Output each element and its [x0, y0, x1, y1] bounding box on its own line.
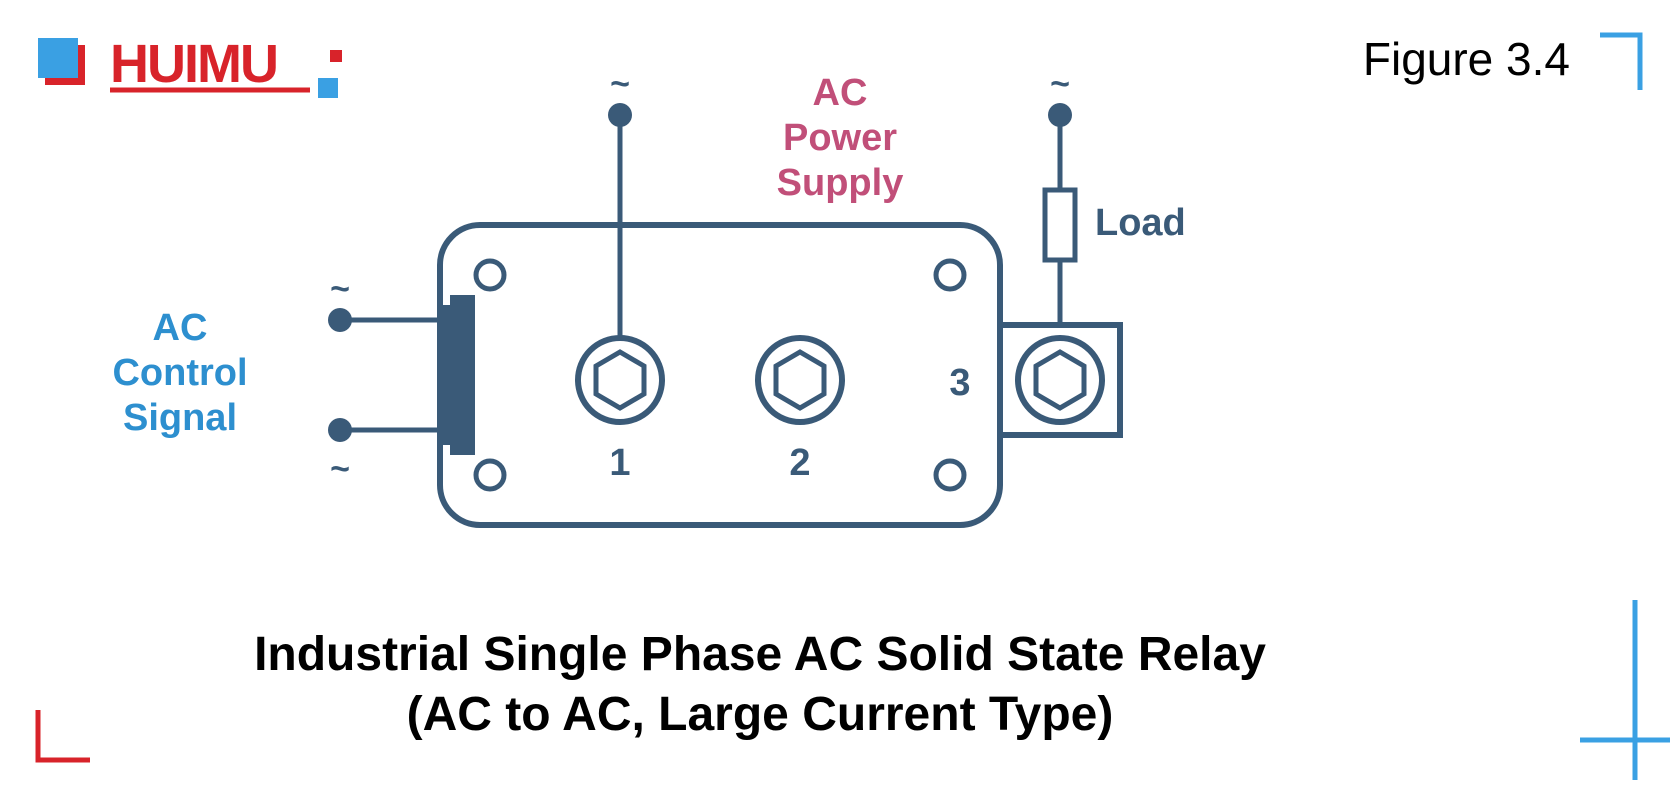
logo-text: HUIMU	[110, 34, 277, 94]
control-wire-bottom: ~	[328, 418, 438, 488]
term1-wire: ~	[608, 65, 632, 338]
logo: HUIMU	[38, 34, 342, 98]
load-label: Load	[1095, 202, 1186, 244]
corner-bottom-left	[38, 710, 90, 760]
ac-power-label-2: Power	[783, 117, 897, 159]
diagram-svg: HUIMU Figure 3.4 1 2 3	[0, 0, 1678, 799]
corner-top-right	[1600, 35, 1640, 90]
mount-hole-tr	[936, 261, 964, 289]
svg-text:~: ~	[330, 270, 350, 308]
terminal-3	[1018, 338, 1102, 422]
term3-wire: ~	[1045, 65, 1075, 325]
ac-power-label-3: Supply	[777, 162, 904, 204]
title-line1: Industrial Single Phase AC Solid State R…	[254, 628, 1266, 681]
svg-text:~: ~	[1050, 65, 1070, 103]
term2-label: 2	[789, 442, 810, 484]
mount-hole-bl	[476, 461, 504, 489]
terminal-2	[758, 338, 842, 422]
ac-ctrl-label-3: Signal	[123, 397, 237, 439]
term3-label: 3	[949, 362, 970, 404]
ac-ctrl-label-2: Control	[112, 352, 247, 394]
mount-hole-tl	[476, 261, 504, 289]
control-wire-top: ~	[328, 270, 438, 332]
diagram-container: HUIMU Figure 3.4 1 2 3	[0, 0, 1678, 799]
terminal-1	[578, 338, 662, 422]
ac-power-label-1: AC	[813, 72, 868, 114]
ac-ctrl-label-1: AC	[153, 307, 208, 349]
control-block	[450, 295, 475, 455]
term1-label: 1	[609, 442, 630, 484]
corner-bottom-right	[1580, 600, 1670, 780]
title-line2: (AC to AC, Large Current Type)	[407, 688, 1114, 741]
relay-body	[440, 225, 1000, 525]
mount-hole-br	[936, 461, 964, 489]
svg-text:~: ~	[610, 65, 630, 103]
svg-text:~: ~	[330, 450, 350, 488]
figure-label: Figure 3.4	[1363, 33, 1570, 85]
load-resistor	[1045, 190, 1075, 260]
